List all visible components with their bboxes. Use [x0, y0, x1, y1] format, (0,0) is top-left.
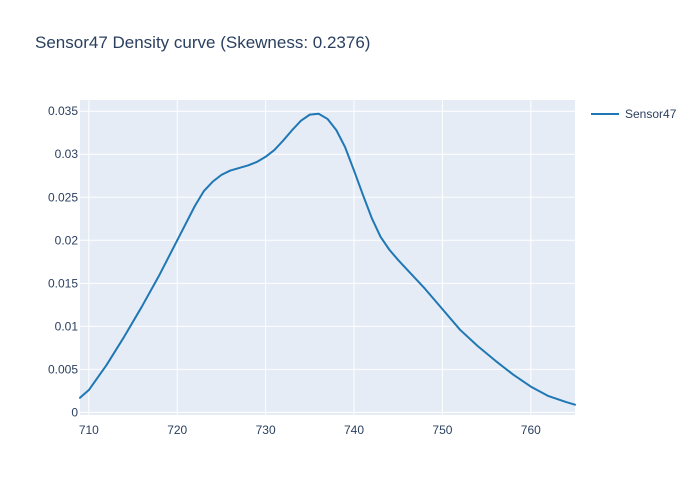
plot-area: [80, 100, 575, 415]
series-layer: [79, 112, 576, 406]
y-tick-label: 0.005: [48, 362, 78, 376]
x-tick-label: 710: [79, 423, 99, 437]
y-tick-label: 0.02: [55, 233, 79, 247]
series-line-sensor47: [79, 112, 576, 406]
x-tick-label: 750: [432, 423, 452, 437]
y-tick-label: 0.01: [55, 319, 79, 333]
grid-layer: [80, 100, 575, 415]
x-tick-label: 720: [167, 423, 187, 437]
x-tick-label: 760: [521, 423, 541, 437]
legend[interactable]: Sensor47: [591, 107, 677, 121]
chart-title: Sensor47 Density curve (Skewness: 0.2376…: [35, 33, 371, 52]
tick-labels: 710 720 730 740 750 760 0 0.005 0.01 0.015 0.02 0.0…: [48, 104, 541, 437]
legend-label-sensor47: Sensor47: [625, 107, 677, 121]
y-tick-label: 0.035: [48, 104, 78, 118]
y-tick-label: 0.025: [48, 190, 78, 204]
x-tick-label: 730: [256, 423, 276, 437]
x-tick-label: 740: [344, 423, 364, 437]
y-tick-label: 0.015: [48, 276, 78, 290]
y-tick-label: 0: [71, 405, 78, 419]
y-tick-label: 0.03: [55, 147, 79, 161]
